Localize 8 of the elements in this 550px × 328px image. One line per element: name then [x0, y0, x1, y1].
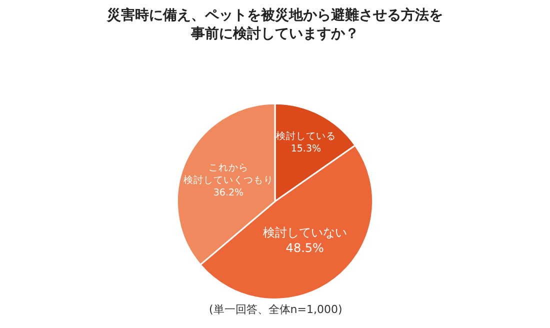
- data-label: 48.5%: [286, 240, 324, 255]
- text: (単一回答、全体n=1,000): [209, 303, 342, 316]
- chart-title: 災害時に備え、ペットを被災地から避難させる方法を事前に検討していますか？: [106, 6, 443, 42]
- slice-label: これから検討していくつもり: [183, 162, 274, 186]
- slice-label: 検討していない: [262, 225, 347, 240]
- slice-label: 検討している: [276, 130, 336, 142]
- data-label: 15.3%: [290, 143, 322, 154]
- data-label: 36.2%: [213, 187, 244, 198]
